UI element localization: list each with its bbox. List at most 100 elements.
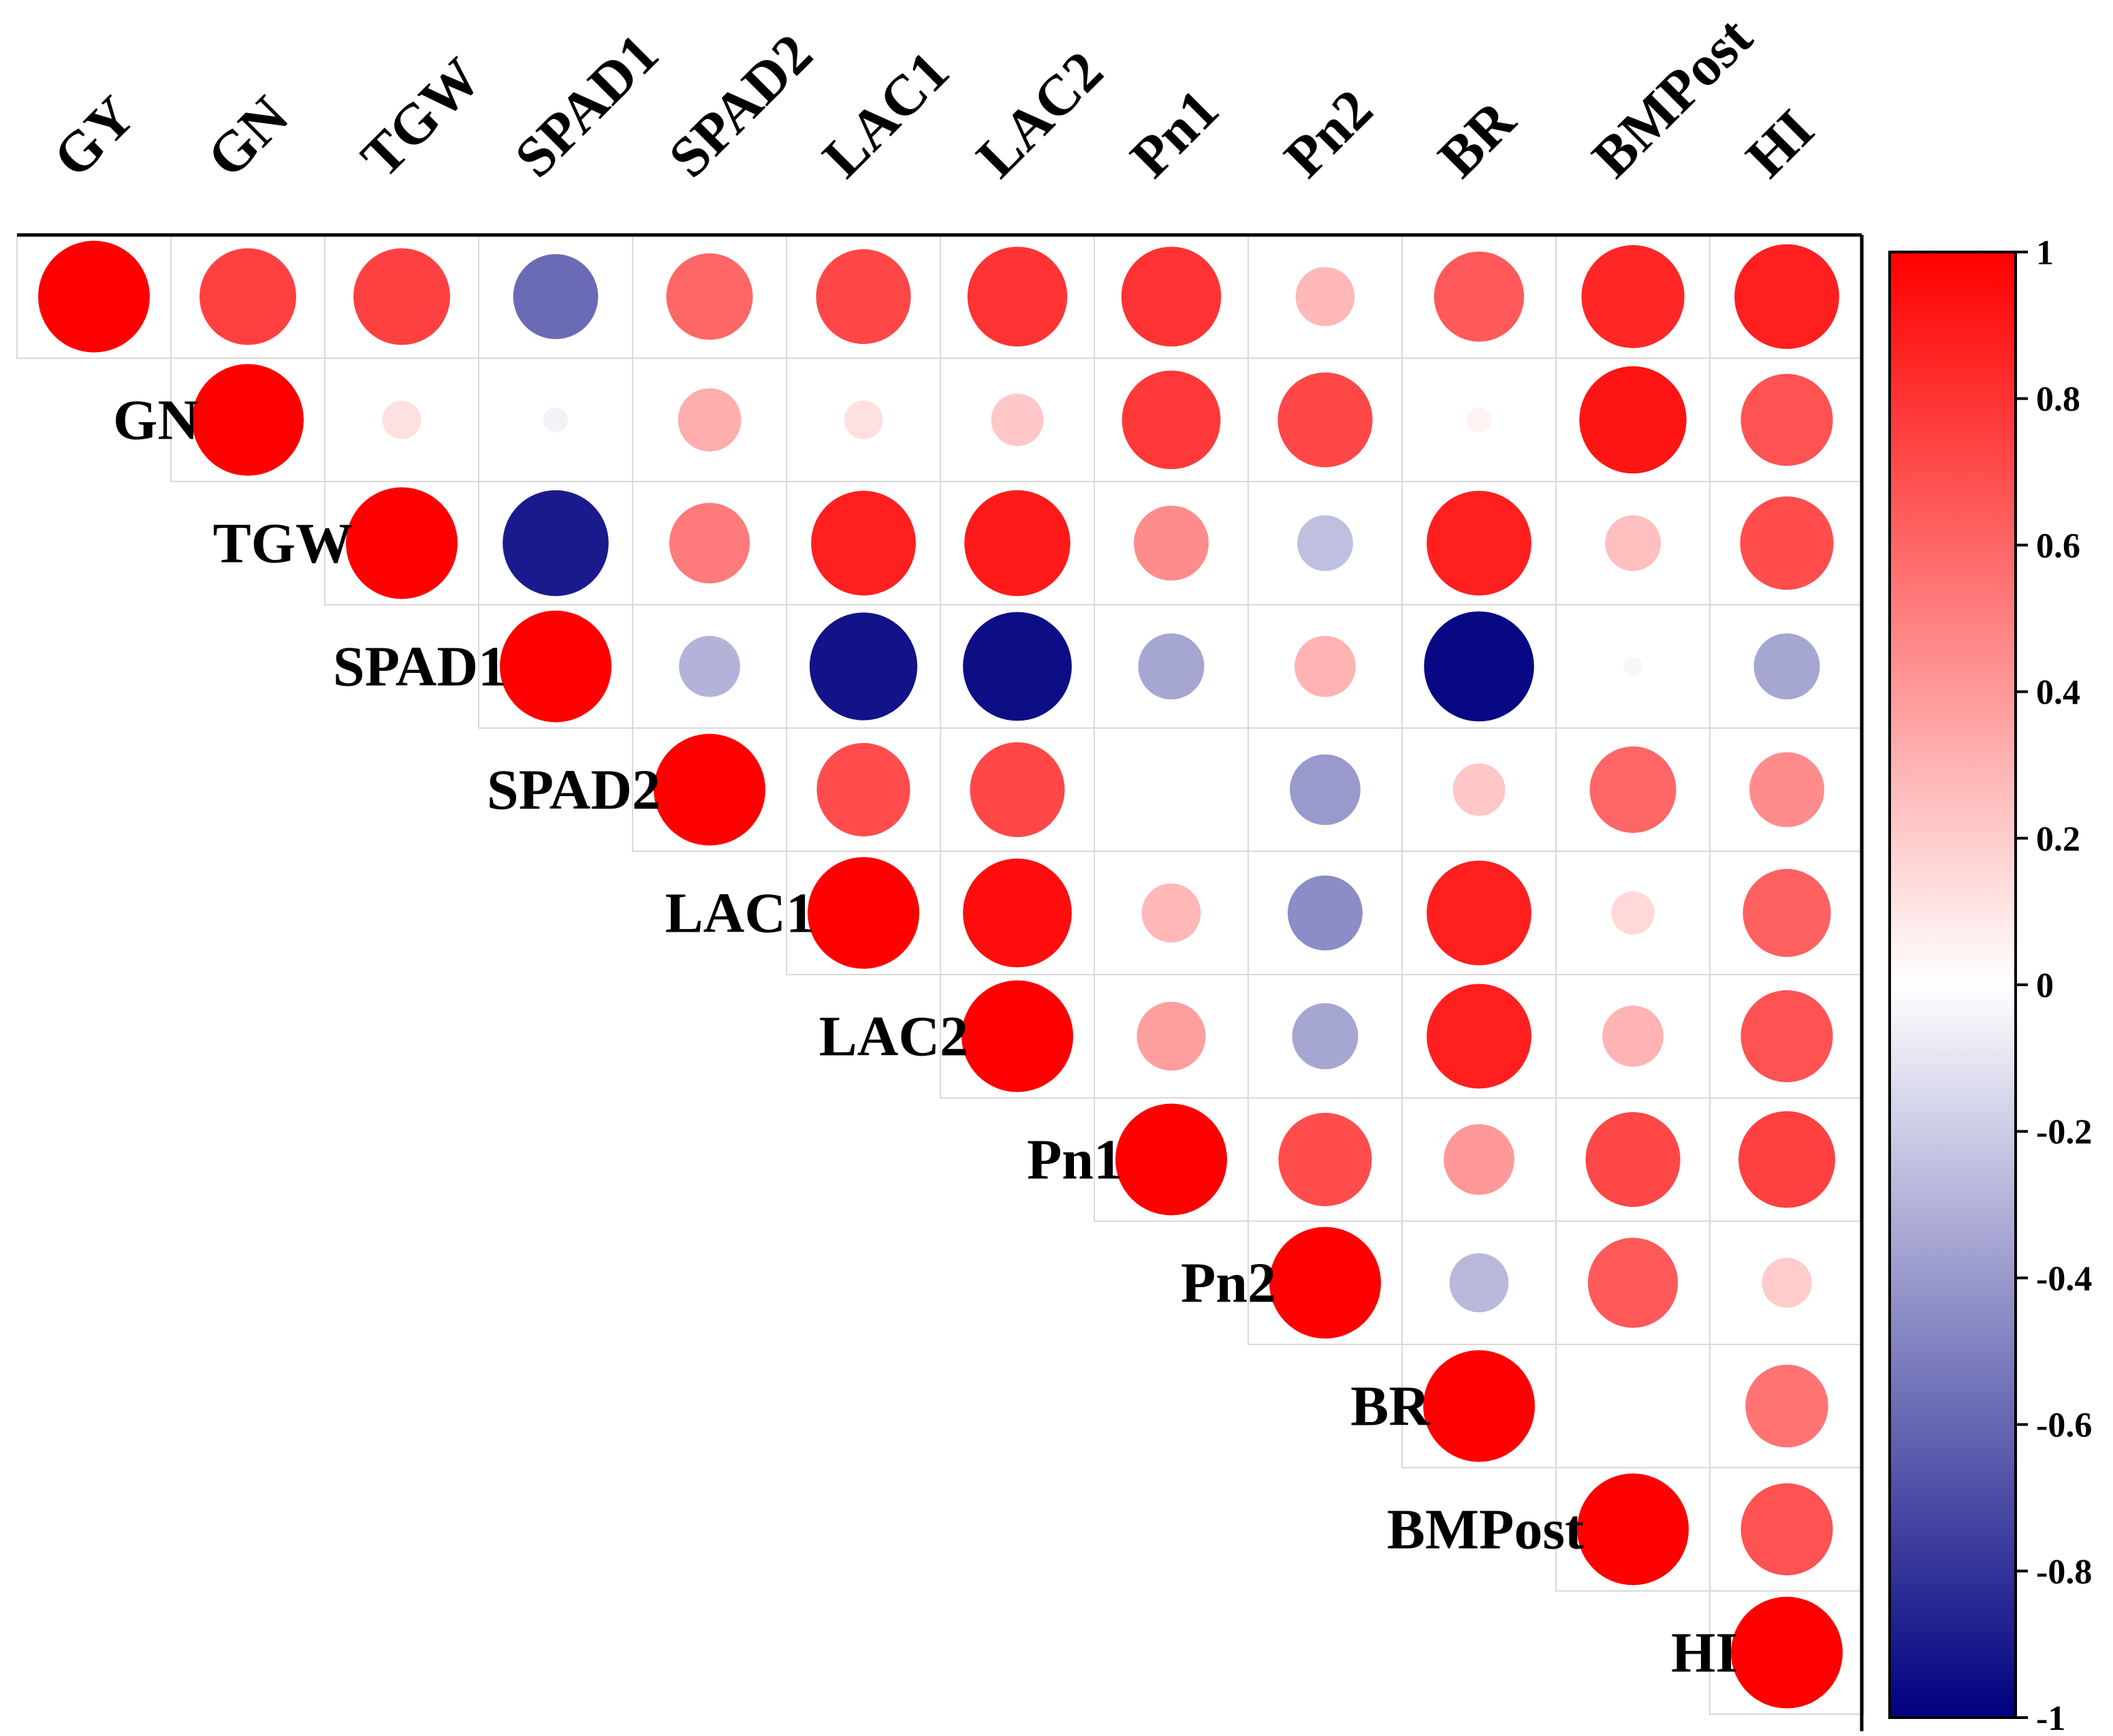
colorbar-tick-label: 1 — [2036, 234, 2054, 272]
corr-circle-pn2-hi — [1762, 1257, 1812, 1308]
corr-circle-lac2-br — [1427, 983, 1531, 1089]
colorbar-tick-label: 0.4 — [2036, 674, 2080, 712]
colorbar-tick-label: 0.8 — [2036, 380, 2080, 419]
corr-circle-lac1-pn2 — [1288, 875, 1363, 951]
column-label-gy: GY — [42, 84, 147, 190]
corr-circle-gn-spad2 — [678, 388, 742, 452]
corr-circle-gn-hi — [1741, 373, 1833, 467]
corr-circle-gy-pn2 — [1295, 267, 1355, 326]
corr-circle-gn-pn2 — [1277, 372, 1373, 468]
row-label-spad2: SPAD2 — [487, 759, 661, 822]
corr-circle-gy-tgw — [353, 248, 450, 345]
corr-circle-tgw-lac2 — [964, 490, 1070, 597]
corr-circle-bmpost-hi — [1741, 1483, 1833, 1576]
circle-layer — [38, 240, 1843, 1709]
corr-circle-spad1-hi — [1753, 633, 1820, 699]
corr-circle-gy-lac2 — [967, 247, 1068, 347]
row-label-bmpost: BMPost — [1387, 1498, 1584, 1562]
corr-circle-lac2-pn2 — [1292, 1003, 1359, 1069]
corr-circle-hi-hi — [1731, 1596, 1843, 1709]
corr-circle-lac2-lac2 — [962, 980, 1073, 1092]
corr-circle-gy-gn — [200, 248, 296, 345]
corr-circle-gy-spad2 — [666, 253, 753, 340]
corr-circle-spad2-hi — [1749, 752, 1824, 827]
corr-circle-pn2-br — [1449, 1253, 1509, 1312]
corr-circle-gy-pn1 — [1121, 247, 1222, 347]
row-label-spad1: SPAD1 — [333, 635, 507, 699]
corr-circle-br-br — [1423, 1350, 1535, 1462]
corr-circle-br-hi — [1745, 1364, 1828, 1448]
row-label-hi: HI — [1671, 1622, 1738, 1685]
corr-circle-spad2-br — [1452, 763, 1506, 816]
corr-circle-lac2-bmpost — [1602, 1005, 1664, 1067]
corr-circle-tgw-spad1 — [503, 490, 609, 597]
column-label-tgw: TGW — [349, 46, 493, 189]
column-label-bmpost: BMPost — [1580, 5, 1764, 189]
corr-circle-lac1-bmpost — [1611, 891, 1655, 935]
corr-circle-gn-br — [1466, 407, 1492, 432]
corr-circle-spad1-bmpost — [1623, 657, 1643, 676]
grid-cell-hi-hi — [1709, 1590, 1864, 1715]
corr-circle-pn1-bmpost — [1585, 1111, 1681, 1208]
corr-circle-spad1-pn1 — [1138, 633, 1205, 699]
corr-circle-tgw-hi — [1740, 496, 1834, 590]
corr-circle-spad1-lac2 — [963, 612, 1072, 721]
corr-circle-tgw-bmpost — [1605, 515, 1661, 571]
corr-circle-spad1-spad2 — [679, 635, 740, 697]
colorbar-gradient — [1888, 251, 2017, 1719]
corr-circle-pn1-pn2 — [1278, 1112, 1372, 1207]
corr-circle-gn-gn — [192, 364, 304, 476]
corr-circle-tgw-lac1 — [811, 490, 916, 596]
corr-circle-gn-bmpost — [1579, 366, 1687, 474]
corr-circle-spad2-spad2 — [654, 733, 765, 846]
corr-circle-spad2-lac1 — [816, 742, 910, 837]
corr-circle-gy-lac1 — [816, 249, 911, 345]
corr-circle-spad1-spad1 — [500, 610, 611, 723]
row-label-lac1: LAC1 — [665, 882, 814, 945]
column-label-pn2: Pn2 — [1273, 78, 1385, 190]
column-label-spad2: SPAD2 — [657, 22, 825, 189]
colorbar-tick-label: -0.2 — [2036, 1113, 2092, 1152]
corr-circle-gn-tgw — [382, 400, 422, 439]
corr-circle-spad2-lac2 — [970, 742, 1065, 838]
corr-circle-tgw-spad2 — [669, 503, 750, 584]
axis-layer — [17, 233, 1864, 1731]
corr-circle-spad1-br — [1424, 611, 1534, 722]
row-label-pn1: Pn1 — [1027, 1129, 1122, 1192]
corr-circle-lac1-hi — [1743, 868, 1831, 958]
colorbar-tick-label: 0.2 — [2036, 820, 2080, 859]
corr-circle-spad1-pn2 — [1294, 635, 1356, 697]
corr-circle-gy-hi — [1734, 244, 1839, 349]
corr-circle-lac1-lac2 — [963, 858, 1072, 968]
colorbar-tick-label: 0.6 — [2036, 526, 2080, 565]
column-label-lac2: LAC2 — [965, 40, 1115, 190]
column-label-br: BR — [1427, 88, 1528, 189]
corr-circle-spad1-lac1 — [809, 612, 918, 721]
corr-circle-gy-br — [1433, 251, 1525, 342]
corr-circle-pn2-pn2 — [1269, 1227, 1381, 1339]
colorbar: 1 0.8 0.6 0.4 0.2 0 -0.2 -0.4 -0.6 -0.8 -1 — [1888, 234, 2092, 1736]
corr-circle-gy-spad1 — [513, 254, 599, 339]
corr-circle-tgw-pn1 — [1134, 505, 1209, 581]
row-label-pn2: Pn2 — [1181, 1252, 1276, 1315]
corr-circle-lac1-pn1 — [1141, 883, 1201, 943]
corr-circle-lac1-lac1 — [808, 857, 919, 969]
colorbar-tick-label: -0.6 — [2036, 1406, 2092, 1445]
grid-cell-br-bmpost — [1555, 1344, 1711, 1468]
corr-circle-spad2-pn2 — [1290, 754, 1361, 825]
corr-circle-bmpost-bmpost — [1577, 1473, 1689, 1585]
colorbar-tick-label: -0.8 — [2036, 1553, 2092, 1592]
corr-circle-pn1-hi — [1738, 1111, 1835, 1208]
corr-circle-gy-bmpost — [1581, 244, 1685, 349]
corr-circle-tgw-br — [1427, 490, 1531, 596]
row-label-lac2: LAC2 — [819, 1005, 968, 1069]
colorbar-tick-label: -1 — [2036, 1699, 2065, 1736]
corr-circle-pn1-br — [1444, 1124, 1514, 1195]
column-label-gn: GN — [195, 84, 301, 190]
column-label-lac1: LAC1 — [811, 40, 962, 190]
row-label-gn: GN — [113, 389, 199, 452]
grid-layer — [16, 234, 1864, 1715]
corr-circle-tgw-tgw — [346, 487, 458, 599]
